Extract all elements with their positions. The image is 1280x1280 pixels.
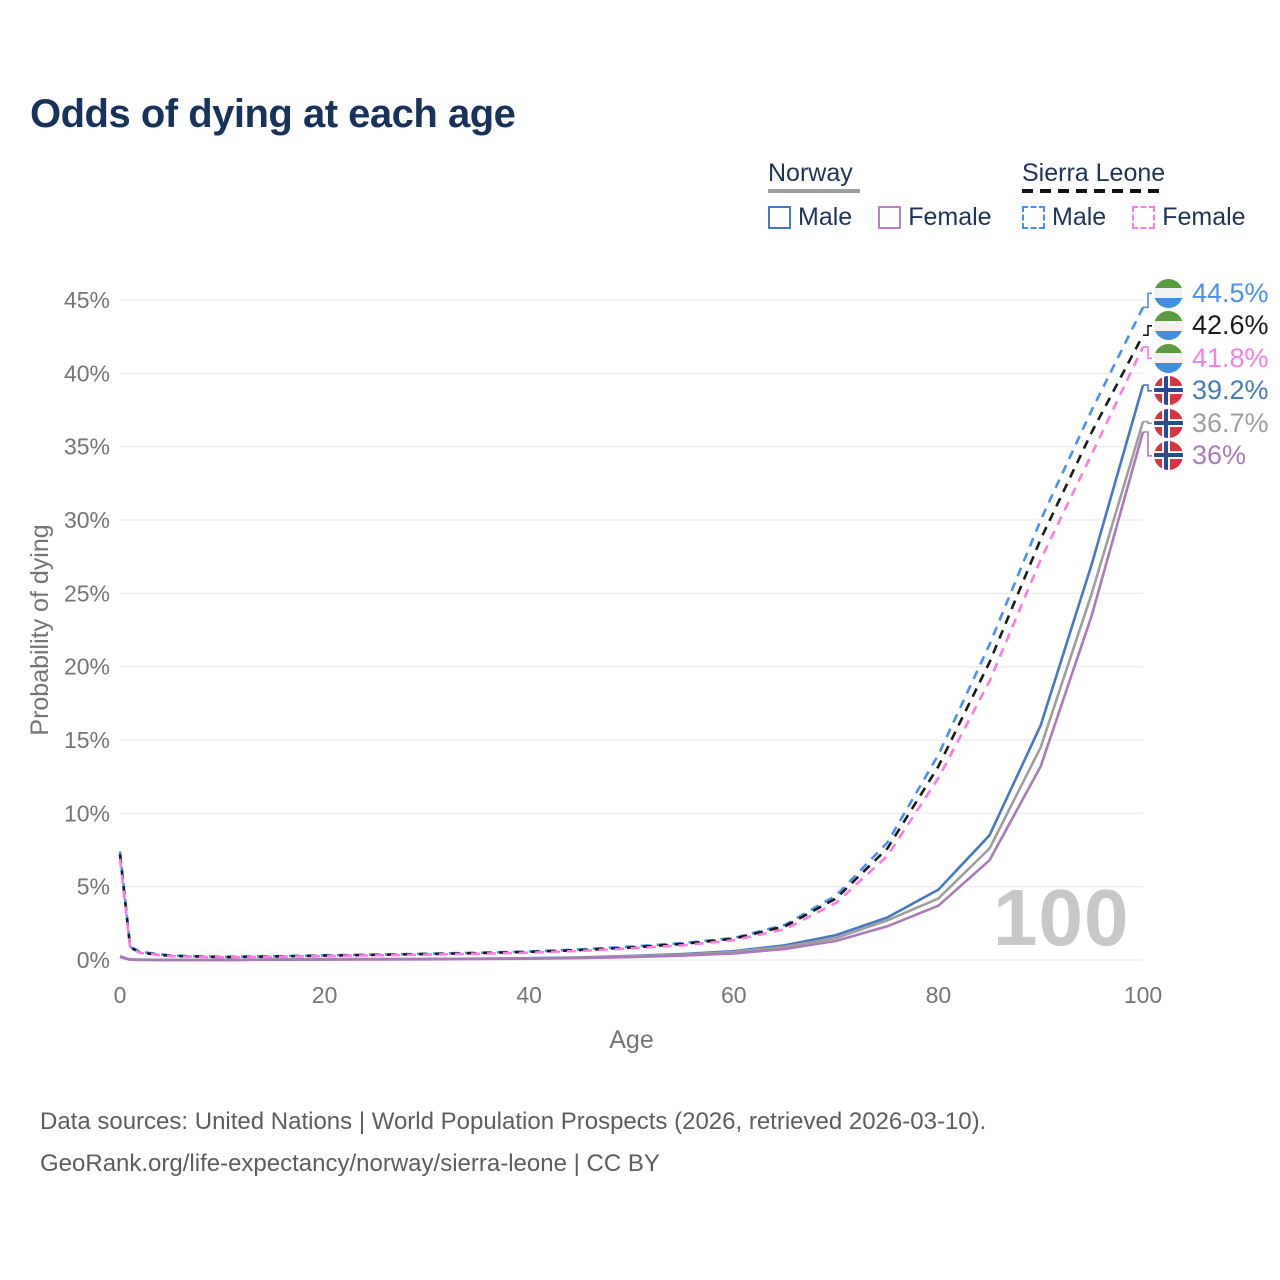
x-tick-label: 100 <box>1124 982 1162 1008</box>
label-connector-norway-female <box>1143 431 1152 457</box>
y-tick-label: 25% <box>64 580 110 606</box>
legend-country-sierra-leone: Sierra Leone <box>1022 159 1166 187</box>
x-tick-label: 60 <box>721 982 747 1008</box>
series-line-norway <box>119 421 1145 962</box>
y-tick-label: 40% <box>64 360 110 386</box>
sierra-leone-flag-icon <box>1154 278 1183 308</box>
y-tick-label: 35% <box>64 434 110 460</box>
x-axis-title: Age <box>609 1026 653 1054</box>
end-label-sierra-leone-male: 44.5% <box>1154 278 1269 308</box>
y-tick-label: 15% <box>64 727 110 753</box>
sierra-leone-male-swatch-icon <box>1022 206 1045 229</box>
data-sources-text: Data sources: United Nations | World Pop… <box>40 1108 987 1135</box>
series-line-norway-female <box>119 431 1145 962</box>
legend-label: Female <box>908 203 992 231</box>
end-label-norway-male: 39.2% <box>1154 375 1269 406</box>
legend-item-sierra-leone-female[interactable]: Female <box>1132 203 1246 232</box>
end-value-label: 44.5% <box>1192 277 1269 308</box>
label-connector-norway <box>1143 420 1152 425</box>
norway-flag-icon <box>1154 376 1183 406</box>
label-connector-sierra-leone-female <box>1143 346 1152 360</box>
x-tick-label: 0 <box>114 982 127 1008</box>
norway-flag-icon <box>1154 408 1183 438</box>
y-tick-label: 20% <box>64 654 110 680</box>
x-tick-label: 40 <box>516 982 542 1008</box>
end-value-label: 36% <box>1192 440 1247 471</box>
legend-label: Female <box>1162 203 1246 231</box>
end-label-norway-female: 36% <box>1154 440 1247 471</box>
sierra-leone-flag-icon <box>1154 311 1183 341</box>
series-line-norway-male <box>119 384 1145 962</box>
norway-flag-icon <box>1154 441 1183 471</box>
norway-solid-line-swatch <box>768 189 860 193</box>
end-label-norway: 36.7% <box>1154 408 1269 438</box>
y-axis-title: Probability of dying <box>26 524 54 735</box>
y-tick-label: 45% <box>64 287 110 313</box>
attribution-text: GeoRank.org/life-expectancy/norway/sierr… <box>40 1150 660 1177</box>
x-tick-label: 80 <box>926 982 952 1008</box>
sierra-leone-flag-icon <box>1154 343 1183 373</box>
series-line-sierra-leone-female <box>118 346 1145 959</box>
end-value-label: 42.6% <box>1192 310 1269 341</box>
sierra-leone-female-swatch-icon <box>1132 206 1156 229</box>
legend-group-sierra-leone: Sierra Leone Male Female <box>1022 160 1246 232</box>
y-tick-label: 30% <box>64 507 110 533</box>
end-value-label: 41.8% <box>1192 342 1269 373</box>
norway-female-swatch-icon <box>878 206 902 229</box>
label-connector-sierra-leone-male <box>1143 292 1152 309</box>
x-tick-label: 20 <box>312 982 338 1008</box>
end-value-label: 39.2% <box>1192 375 1269 406</box>
chart-title: Odds of dying at each age <box>30 92 516 136</box>
legend-label: Male <box>1052 203 1107 231</box>
series-line-sierra-leone <box>118 334 1145 959</box>
end-label-sierra-leone: 42.6% <box>1154 310 1269 341</box>
legend-label: Male <box>798 203 853 231</box>
age-counter-watermark: 100 <box>993 873 1130 962</box>
legend-group-norway: Norway Male Female <box>768 160 992 232</box>
y-tick-label: 10% <box>64 800 110 826</box>
label-connector-norway-male <box>1143 384 1152 392</box>
legend-item-norway-female[interactable]: Female <box>878 203 992 232</box>
end-value-label: 36.7% <box>1192 407 1269 438</box>
norway-male-swatch-icon <box>768 206 791 229</box>
legend-country-norway: Norway <box>768 159 853 187</box>
y-tick-label: 0% <box>77 947 110 973</box>
label-connector-sierra-leone <box>1143 325 1152 336</box>
y-tick-label: 5% <box>77 874 110 900</box>
legend-item-sierra-leone-male[interactable]: Male <box>1022 203 1106 232</box>
legend-item-norway-male[interactable]: Male <box>768 203 852 232</box>
sierra-leone-dashed-line-swatch <box>1022 189 1164 193</box>
end-label-sierra-leone-female: 41.8% <box>1154 343 1269 373</box>
